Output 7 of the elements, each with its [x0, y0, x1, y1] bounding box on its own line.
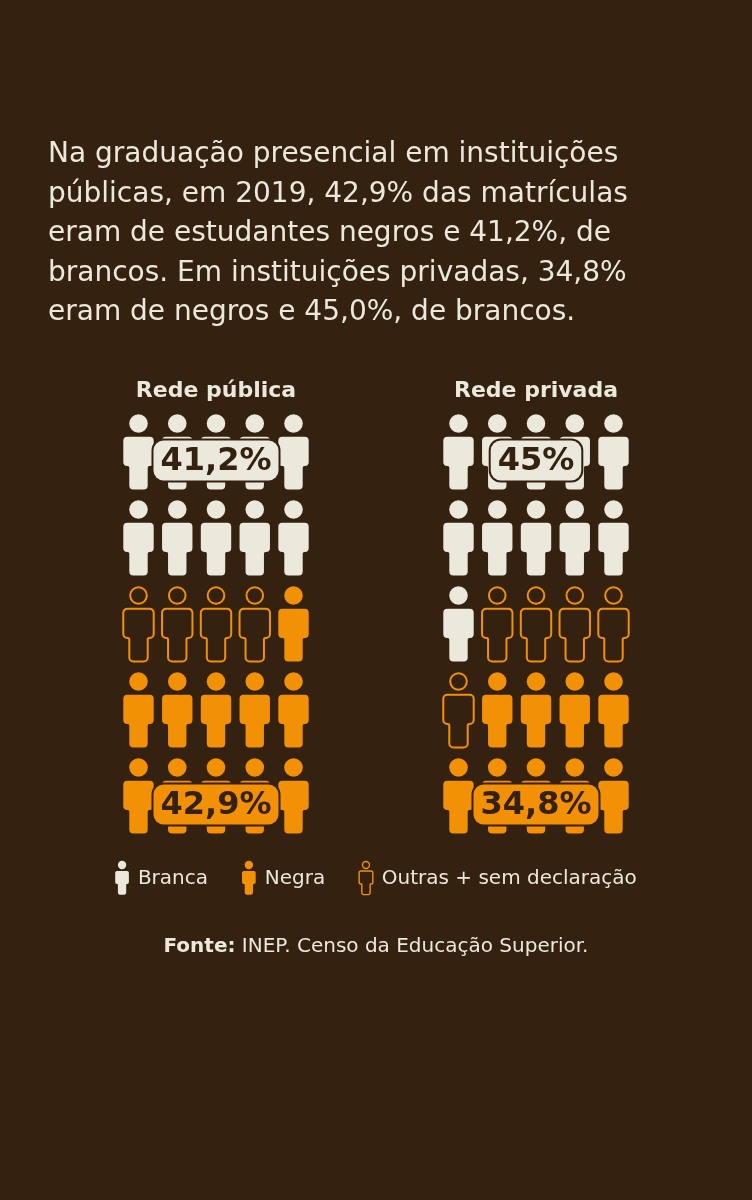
category-label: Rede pública: [135, 377, 297, 402]
legend-label: Branca: [137, 864, 209, 889]
text: Na graduação presencial em instituições públicas, em 2019, 42,9% das matrículas eram de estudantes negros e 41,2%, de brancos. Em instituições privadas, 34,8% eram de negros e 45,0%, de brancos.: [48, 135, 629, 329]
legend-label: Negra: [264, 864, 326, 889]
category-label: Rede privada: [453, 377, 619, 402]
legend-label: Outras + sem declaração: [381, 864, 637, 889]
source-note: Fonte: INEP. Censo da Educação Superior.: [163, 933, 589, 957]
